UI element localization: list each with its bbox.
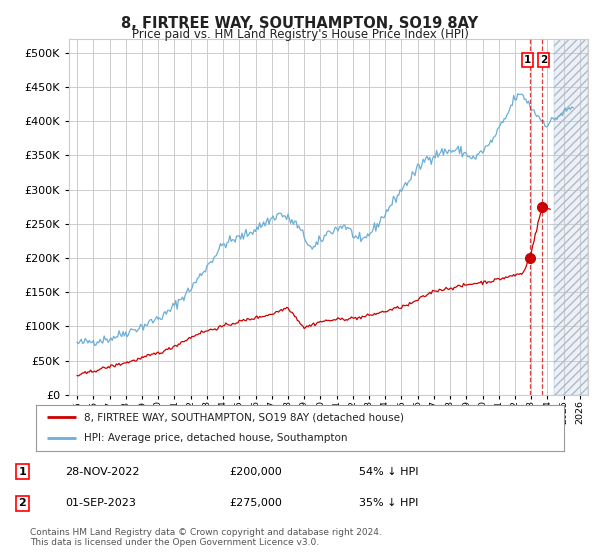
Text: 8, FIRTREE WAY, SOUTHAMPTON, SO19 8AY (detached house): 8, FIRTREE WAY, SOUTHAMPTON, SO19 8AY (d… <box>83 412 404 422</box>
Text: 1: 1 <box>19 466 26 477</box>
Text: 54% ↓ HPI: 54% ↓ HPI <box>359 466 418 477</box>
Bar <box>554 39 588 395</box>
Text: 2: 2 <box>19 498 26 508</box>
Text: Price paid vs. HM Land Registry's House Price Index (HPI): Price paid vs. HM Land Registry's House … <box>131 28 469 41</box>
Text: £275,000: £275,000 <box>229 498 283 508</box>
Text: HPI: Average price, detached house, Southampton: HPI: Average price, detached house, Sout… <box>83 433 347 444</box>
Text: 01-SEP-2023: 01-SEP-2023 <box>65 498 136 508</box>
Bar <box>554 39 588 395</box>
Text: Contains HM Land Registry data © Crown copyright and database right 2024.
This d: Contains HM Land Registry data © Crown c… <box>30 528 382 547</box>
Text: 2: 2 <box>540 55 547 65</box>
Text: £200,000: £200,000 <box>229 466 282 477</box>
Text: 8, FIRTREE WAY, SOUTHAMPTON, SO19 8AY: 8, FIRTREE WAY, SOUTHAMPTON, SO19 8AY <box>121 16 479 31</box>
Text: 1: 1 <box>524 55 531 65</box>
Text: 35% ↓ HPI: 35% ↓ HPI <box>359 498 418 508</box>
Text: 28-NOV-2022: 28-NOV-2022 <box>65 466 139 477</box>
